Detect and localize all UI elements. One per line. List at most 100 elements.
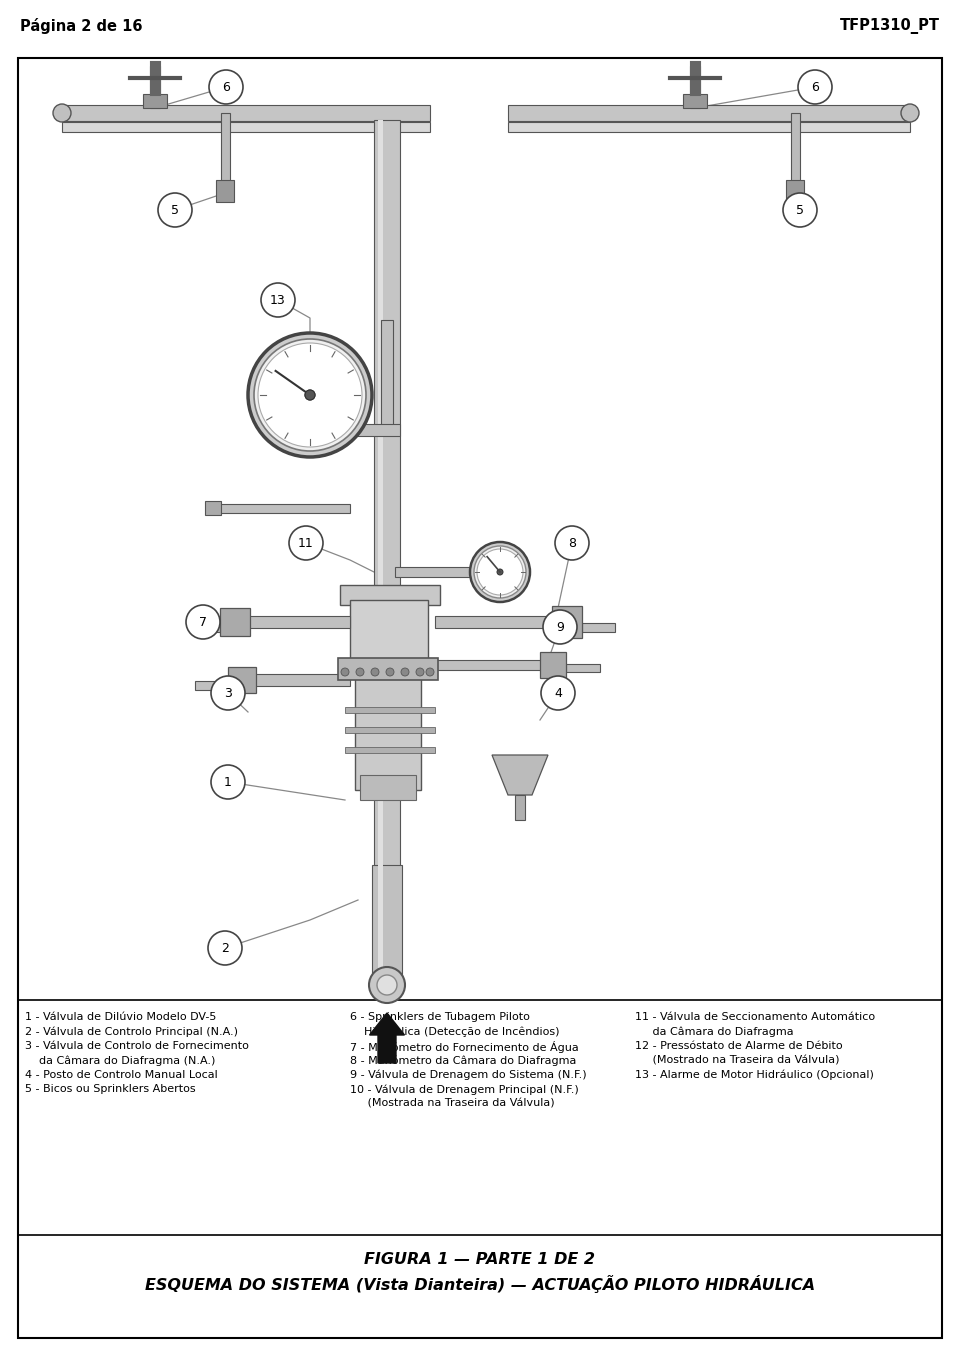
Text: (Mostrado na Traseira da Válvula): (Mostrado na Traseira da Válvula)	[635, 1055, 839, 1066]
Bar	[515, 796, 525, 820]
Bar	[540, 652, 566, 678]
Bar	[790, 114, 800, 195]
Text: 11 - Válvula de Seccionamento Automático: 11 - Válvula de Seccionamento Automático	[635, 1012, 876, 1022]
Text: da Câmara do Diafragma (N.A.): da Câmara do Diafragma (N.A.)	[25, 1055, 215, 1066]
Circle shape	[186, 605, 220, 639]
Text: 6: 6	[811, 80, 819, 93]
Bar	[220, 607, 250, 636]
Circle shape	[555, 526, 589, 560]
Circle shape	[258, 344, 362, 446]
Circle shape	[543, 610, 577, 644]
Text: 9 - Válvula de Drenagem do Sistema (N.F.): 9 - Válvula de Drenagem do Sistema (N.F.…	[350, 1070, 587, 1081]
Text: 1 - Válvula de Dilúvio Modelo DV-5: 1 - Válvula de Dilúvio Modelo DV-5	[25, 1012, 216, 1022]
Bar	[355, 675, 421, 790]
Circle shape	[158, 193, 192, 227]
Bar	[340, 584, 440, 605]
Circle shape	[211, 676, 245, 710]
Text: 13 - Alarme de Motor Hidráulico (Opcional): 13 - Alarme de Motor Hidráulico (Opciona…	[635, 1070, 874, 1081]
Circle shape	[369, 967, 405, 1003]
Circle shape	[901, 104, 919, 122]
Bar	[395, 567, 472, 576]
Bar	[381, 321, 393, 430]
Bar	[345, 747, 435, 754]
Text: 7 - Manómetro do Fornecimento de Água: 7 - Manómetro do Fornecimento de Água	[350, 1040, 579, 1053]
Circle shape	[356, 668, 364, 676]
Text: da Câmara do Diafragma: da Câmara do Diafragma	[635, 1027, 794, 1036]
Text: 8: 8	[568, 537, 576, 549]
Circle shape	[783, 193, 817, 227]
Circle shape	[470, 543, 530, 602]
Text: 2: 2	[221, 942, 228, 954]
Bar	[150, 66, 160, 108]
Bar	[195, 681, 228, 690]
Text: TFP1310_PT: TFP1310_PT	[840, 18, 940, 34]
Circle shape	[541, 676, 575, 710]
Text: FIGURA 1 — PARTE 1 DE 2: FIGURA 1 — PARTE 1 DE 2	[365, 1252, 595, 1266]
Bar	[683, 93, 707, 108]
Bar	[215, 503, 350, 513]
Text: 5: 5	[171, 203, 179, 216]
Circle shape	[209, 70, 243, 104]
Circle shape	[477, 549, 523, 595]
Circle shape	[341, 668, 349, 676]
Text: 8 - Manómetro da Câmara do Diafragma: 8 - Manómetro da Câmara do Diafragma	[350, 1055, 576, 1066]
Text: 2 - Válvula de Controlo Principal (N.A.): 2 - Válvula de Controlo Principal (N.A.)	[25, 1027, 238, 1036]
Bar	[216, 180, 234, 202]
Text: (Mostrada na Traseira da Válvula): (Mostrada na Traseira da Válvula)	[350, 1099, 555, 1109]
Bar	[374, 120, 400, 994]
Bar	[552, 606, 582, 639]
Bar	[377, 120, 382, 994]
Bar	[345, 708, 435, 713]
Bar	[304, 360, 316, 395]
Bar	[230, 616, 350, 628]
Bar	[205, 501, 221, 515]
Bar	[350, 599, 428, 670]
Bar	[143, 93, 167, 108]
Circle shape	[474, 547, 526, 598]
Circle shape	[211, 764, 245, 800]
Text: 6 - Sprinklers de Tubagem Piloto: 6 - Sprinklers de Tubagem Piloto	[350, 1012, 530, 1022]
Bar	[190, 622, 220, 632]
Bar	[360, 775, 416, 800]
Circle shape	[248, 333, 372, 457]
Bar	[345, 727, 435, 733]
Text: 4: 4	[554, 686, 562, 700]
Text: 3 - Válvula de Controlo de Fornecimento: 3 - Válvula de Controlo de Fornecimento	[25, 1040, 249, 1051]
Bar	[435, 616, 560, 628]
Bar	[690, 66, 700, 108]
Bar	[338, 658, 438, 681]
Circle shape	[416, 668, 424, 676]
Text: 4 - Posto de Controlo Manual Local: 4 - Posto de Controlo Manual Local	[25, 1070, 218, 1080]
Bar	[566, 664, 600, 672]
Bar	[582, 622, 615, 632]
Text: Página 2 de 16: Página 2 de 16	[20, 18, 142, 34]
Text: 12 - Pressóstato de Alarme de Débito: 12 - Pressóstato de Alarme de Débito	[635, 1040, 843, 1051]
Bar	[310, 423, 400, 436]
Text: 5: 5	[796, 203, 804, 216]
Circle shape	[426, 668, 434, 676]
Text: ESQUEMA DO SISTEMA (Vista Dianteira) — ACTUAÇÃO PILOTO HIDRÁULICA: ESQUEMA DO SISTEMA (Vista Dianteira) — A…	[145, 1275, 815, 1293]
Polygon shape	[492, 755, 548, 796]
FancyArrow shape	[370, 1013, 404, 1063]
Circle shape	[261, 283, 295, 317]
Bar	[372, 865, 402, 985]
Bar	[786, 180, 804, 202]
Bar	[508, 106, 910, 120]
Circle shape	[305, 390, 315, 400]
Text: 7: 7	[199, 616, 207, 629]
Circle shape	[401, 668, 409, 676]
Text: 3: 3	[224, 686, 232, 700]
Circle shape	[371, 668, 379, 676]
Circle shape	[208, 931, 242, 965]
Circle shape	[798, 70, 832, 104]
Text: 1: 1	[224, 775, 232, 789]
Bar	[228, 667, 256, 693]
Text: 10 - Válvula de Drenagem Principal (N.F.): 10 - Válvula de Drenagem Principal (N.F.…	[350, 1085, 579, 1095]
Circle shape	[289, 526, 323, 560]
Circle shape	[497, 570, 503, 575]
Circle shape	[254, 340, 366, 451]
Circle shape	[305, 390, 315, 400]
Circle shape	[53, 104, 71, 122]
Bar	[221, 114, 229, 195]
Text: 11: 11	[299, 537, 314, 549]
